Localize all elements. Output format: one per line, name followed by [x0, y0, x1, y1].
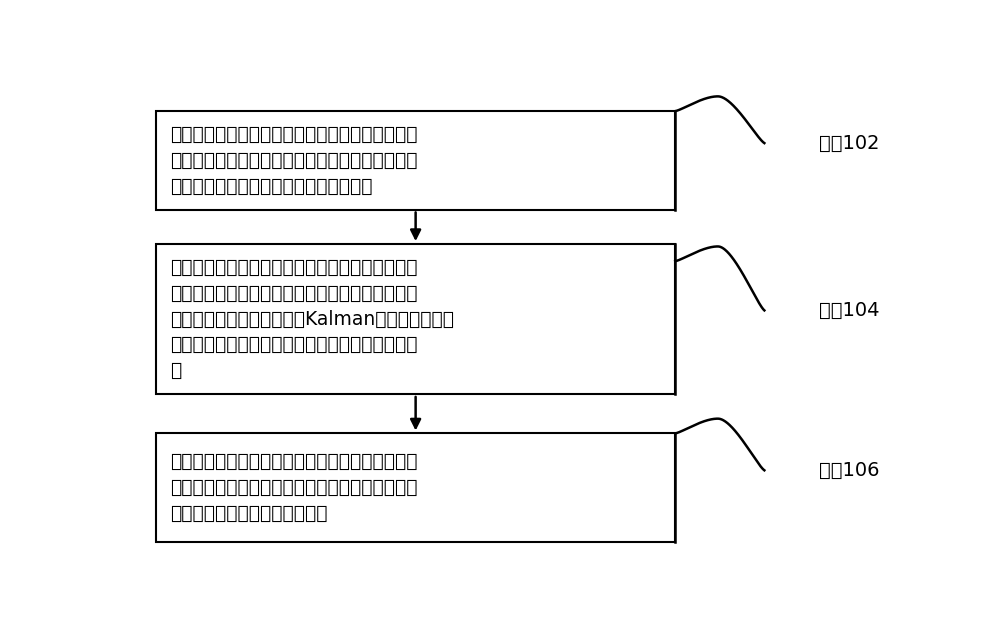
Text: 步骤104: 步骤104 [819, 301, 879, 320]
Text: 步骤102: 步骤102 [819, 134, 879, 153]
FancyBboxPatch shape [156, 111, 675, 210]
Text: 根据安装角误差估计值和发射角误差估计值对应补
偿安装角粗标定值和发射倾角粗标定值，得到对激
光多普勒测速仪的在线标定结果: 根据安装角误差估计值和发射角误差估计值对应补 偿安装角粗标定值和发射倾角粗标定值… [170, 452, 417, 523]
Text: 步骤106: 步骤106 [819, 461, 879, 480]
FancyBboxPatch shape [156, 244, 675, 394]
Text: 在预设的初始时段获取惯性导航设备的惯导数据，
基于参数解析法根据惯导数据得到激光多普勒测速
仪的安装角粗标定值和发射倾角粗标定值: 在预设的初始时段获取惯性导航设备的惯导数据， 基于参数解析法根据惯导数据得到激光… [170, 125, 417, 196]
FancyBboxPatch shape [156, 433, 675, 542]
Text: 建立组合导航系统的状态方程，以激光多普勒测速
仪的速度误差和惯性导航设备的速度误差的差值为
观测量建立观测方程，通过Kalman滤波得到激光多
普勒测速仪的安装: 建立组合导航系统的状态方程，以激光多普勒测速 仪的速度误差和惯性导航设备的速度误… [170, 258, 454, 380]
